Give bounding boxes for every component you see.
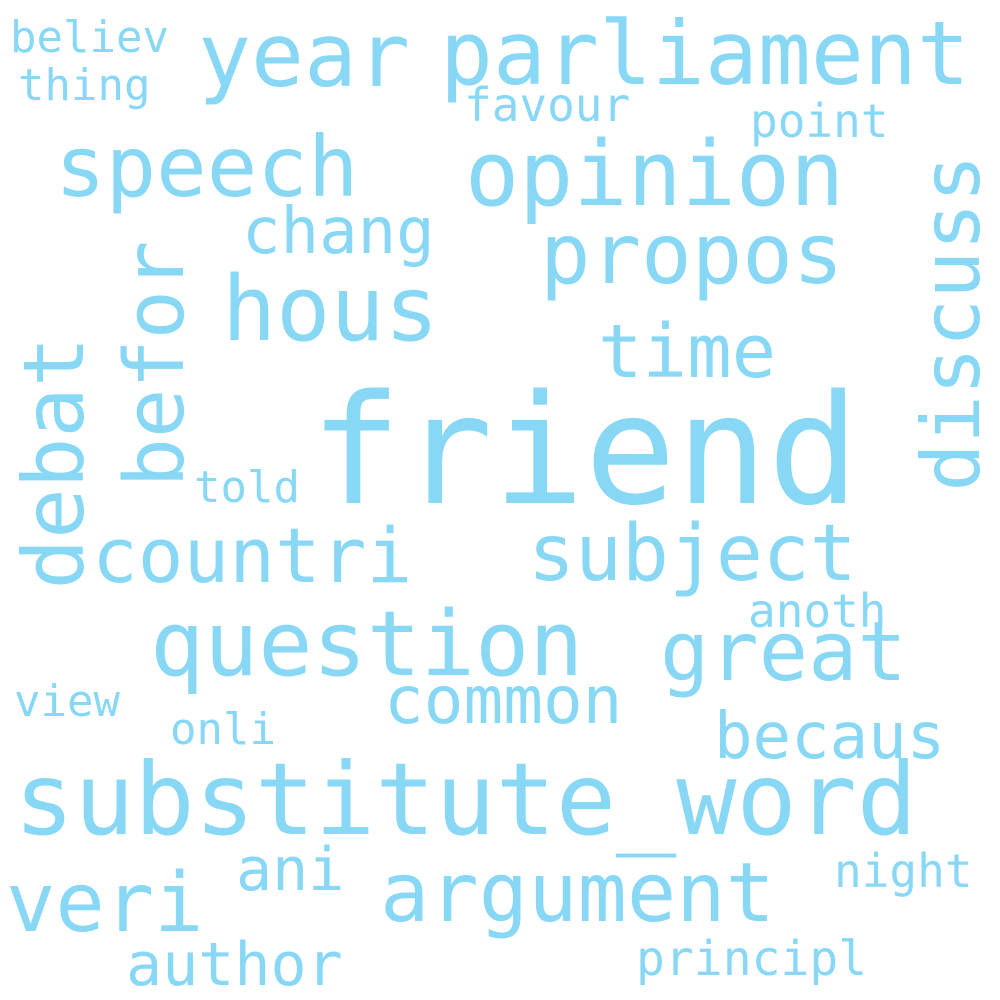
word-principl: principl: [636, 931, 868, 987]
word-friend: friend: [310, 362, 860, 539]
word-favour: favour: [464, 78, 631, 132]
word-debat: debat: [5, 336, 103, 590]
word-becaus: becaus: [714, 700, 946, 774]
word-year: year: [198, 4, 410, 107]
word-point: point: [750, 94, 889, 148]
word-view: view: [14, 676, 120, 727]
word-argument: argument: [380, 846, 775, 941]
word-ani: ani: [236, 835, 345, 905]
word-subject: subject: [528, 509, 857, 599]
word-opinion: opinion: [465, 122, 845, 227]
word-night: night: [834, 844, 973, 898]
word-discuss: discuss: [905, 154, 998, 492]
word-told: told: [194, 462, 300, 513]
word-hous: hous: [222, 257, 439, 362]
word-veri: veri: [6, 856, 204, 951]
word-countri: countri: [92, 511, 413, 600]
word-parliament: parliament: [440, 2, 970, 105]
word-substitute-word: substitute_word: [14, 741, 918, 858]
word-propos: propos: [540, 205, 844, 303]
word-common: common: [384, 662, 623, 739]
word-author: author: [126, 930, 343, 1000]
word-chang: chang: [242, 195, 435, 269]
word-question: question: [150, 592, 584, 697]
word-great: great: [660, 605, 907, 700]
word-speech: speech: [55, 118, 359, 216]
word-believ: believ: [10, 12, 169, 63]
word-thing: thing: [18, 60, 151, 111]
word-befor: befor: [108, 240, 203, 488]
word-onli: onli: [170, 704, 276, 755]
word-time: time: [598, 309, 777, 395]
word-anoth: anoth: [748, 584, 887, 638]
